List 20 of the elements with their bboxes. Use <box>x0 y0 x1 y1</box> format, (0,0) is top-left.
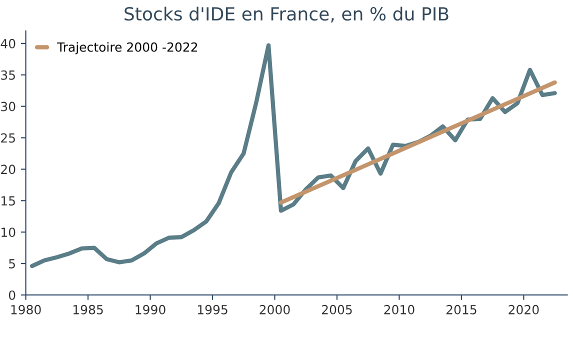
legend-label: Trajectoire 2000 -2022 <box>57 42 198 54</box>
x-tick-label: 2010 <box>384 304 414 314</box>
x-tick-label: 1995 <box>198 304 228 314</box>
y-tick-label: 25 <box>1 133 15 143</box>
y-tick-label: 30 <box>1 102 16 112</box>
x-tick-label: 2005 <box>322 304 352 314</box>
y-tick-label: 15 <box>2 196 15 206</box>
y-tick-label: 10 <box>2 228 16 238</box>
y-tick-label: 40 <box>0 38 16 48</box>
y-tick-label: 20 <box>1 164 16 174</box>
y-tick-label: 5 <box>9 259 15 268</box>
chart-title: Stocks d'IDE en France, en % du PIB <box>124 6 448 23</box>
y-tick-label: 0 <box>8 290 16 300</box>
x-tick-label: 2015 <box>446 304 476 314</box>
y-tick-label: 35 <box>1 70 15 80</box>
x-tick-label: 1980 <box>11 304 41 314</box>
x-tick-label: 1990 <box>136 304 166 314</box>
x-tick-label: 2020 <box>508 304 539 314</box>
x-tick-label: 2000 <box>260 304 290 314</box>
x-tick-label: 1985 <box>73 304 103 314</box>
